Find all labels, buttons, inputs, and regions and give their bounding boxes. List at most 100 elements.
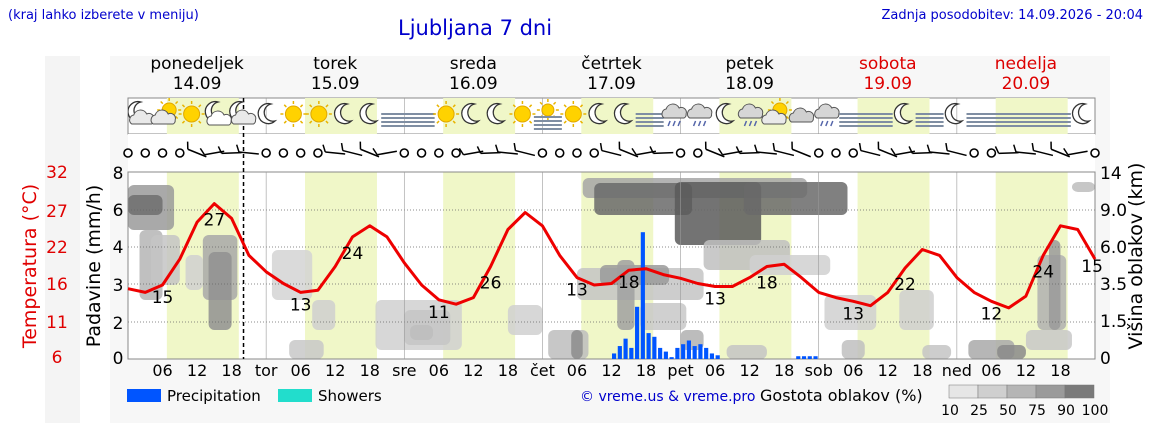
x-day-label: sob (805, 361, 833, 380)
wind-barb-icon (791, 141, 811, 158)
fog-icon (839, 113, 868, 127)
precipitation-bar (669, 357, 674, 359)
temperature-tick: 16 (46, 275, 68, 295)
wind-barb-shaft (377, 150, 397, 156)
precipitation-bar (635, 306, 640, 359)
wind-calm-icon (295, 148, 306, 158)
day-date: 18.09 (725, 74, 774, 94)
rain-icon (748, 120, 753, 127)
wind-barb-shaft (1015, 151, 1036, 155)
day-date: 14.09 (173, 74, 222, 94)
temperature-axis-title: Temperatura (°C) (19, 184, 41, 349)
moon-icon (461, 102, 481, 125)
cloud-layer (997, 345, 1026, 359)
rain-icon (830, 120, 834, 127)
wind-barb-feather (717, 147, 724, 156)
cloud-layer (749, 255, 831, 275)
x-hour-label: 06 (843, 361, 863, 380)
wind-barb-feather (631, 147, 637, 156)
last-update: Zadnja posodobitev: 14.09.2026 - 20:04 (881, 8, 1143, 23)
cloud-layer (726, 345, 767, 359)
wind-calm-icon (986, 148, 997, 158)
precipitation-axis-title: Padavine (mm/h) (83, 185, 105, 348)
wind-barb-icon (772, 142, 795, 157)
wind-barb-icon (908, 146, 933, 155)
drizzle-icon (686, 103, 713, 127)
moon-icon (944, 102, 965, 125)
cloud-icon (686, 103, 713, 119)
wind-barb-icon (618, 141, 639, 158)
wind-calm-icon (157, 148, 168, 158)
wind-calm-icon (261, 148, 271, 158)
moon-icon (893, 102, 914, 125)
x-day-label: pet (667, 361, 693, 380)
partly-cloudy-day-icon (150, 98, 182, 125)
x-hour-label: 06 (567, 361, 587, 380)
wind-barb-icon (476, 146, 501, 155)
day-date: 20.09 (1002, 74, 1051, 94)
wind-barb-shaft (878, 148, 898, 158)
temperature-label: 26 (480, 274, 502, 294)
precipitation-bar (692, 346, 697, 359)
fog-icon (991, 113, 1020, 127)
sun-ray-icon (563, 120, 567, 124)
wind-barb-feather (649, 146, 654, 154)
wind-barb-feather (513, 142, 517, 151)
wind-calm-icon (969, 148, 979, 158)
temperature-label: 13 (290, 295, 312, 315)
wind-barb-icon (372, 147, 397, 156)
cloud-icon (761, 109, 787, 125)
rain-icon (697, 120, 702, 127)
wind-calm-icon (140, 148, 151, 158)
wind-barb-icon (494, 144, 518, 155)
cloud-layer (743, 182, 848, 215)
temperature-tick: 6 (52, 348, 63, 368)
precipitation-bar (658, 347, 663, 359)
wind-barb-feather (199, 147, 206, 156)
wind-calm-icon (416, 148, 427, 158)
wind-calm-icon (589, 148, 600, 158)
x-hour-label: 18 (912, 361, 932, 380)
sun-ray-icon (785, 115, 789, 120)
wind-barb-icon (340, 142, 363, 157)
cloud-icon (661, 103, 687, 119)
fog-icon (1042, 113, 1071, 127)
rain-icon (753, 120, 758, 127)
cloud-layer (128, 195, 163, 215)
region-hint[interactable]: (kraj lahko izberete v meniju) (8, 8, 199, 23)
wind-barb-shaft (497, 151, 518, 155)
sun-ray-icon (452, 104, 456, 108)
wind-barb-shaft (1050, 148, 1071, 158)
wind-barb-shaft (739, 151, 760, 155)
cloud-layer (1048, 240, 1061, 330)
wind-barb-feather (322, 144, 326, 153)
fog-sun-icon (533, 99, 562, 130)
sun-ray-icon (181, 120, 186, 124)
wind-calm-icon (572, 148, 582, 158)
temperature-label: 15 (152, 288, 174, 308)
x-hour-label: 18 (498, 361, 518, 380)
cloud-layer (640, 303, 687, 330)
sun-ray-icon (198, 120, 202, 124)
cloud-layer (185, 255, 203, 290)
temperature-tick: 32 (46, 163, 68, 183)
credit-link[interactable]: © vreme.us & vreme.pro (580, 389, 755, 405)
daylight-band-icons (443, 98, 516, 134)
wind-barb-feather (908, 146, 914, 154)
cloud-icon (788, 107, 815, 123)
x-hour-label: 12 (739, 361, 759, 380)
x-hour-label: 18 (1050, 361, 1070, 380)
wind-barb-feather (1031, 142, 1035, 151)
page-title: Ljubljana 7 dni (398, 16, 553, 40)
cloud-icon (814, 103, 840, 119)
sun-ray-icon (539, 101, 543, 105)
wind-calm-icon (831, 148, 841, 158)
fog-icon (864, 113, 893, 127)
moon-icon (1071, 102, 1092, 125)
day-name: nedelja (995, 54, 1057, 74)
moon-icon (257, 102, 278, 125)
wind-barb-feather (186, 141, 189, 150)
cloud-density-level: 25 (970, 403, 988, 419)
wind-barb-shaft (187, 148, 207, 158)
x-hour-label: 12 (187, 361, 207, 380)
